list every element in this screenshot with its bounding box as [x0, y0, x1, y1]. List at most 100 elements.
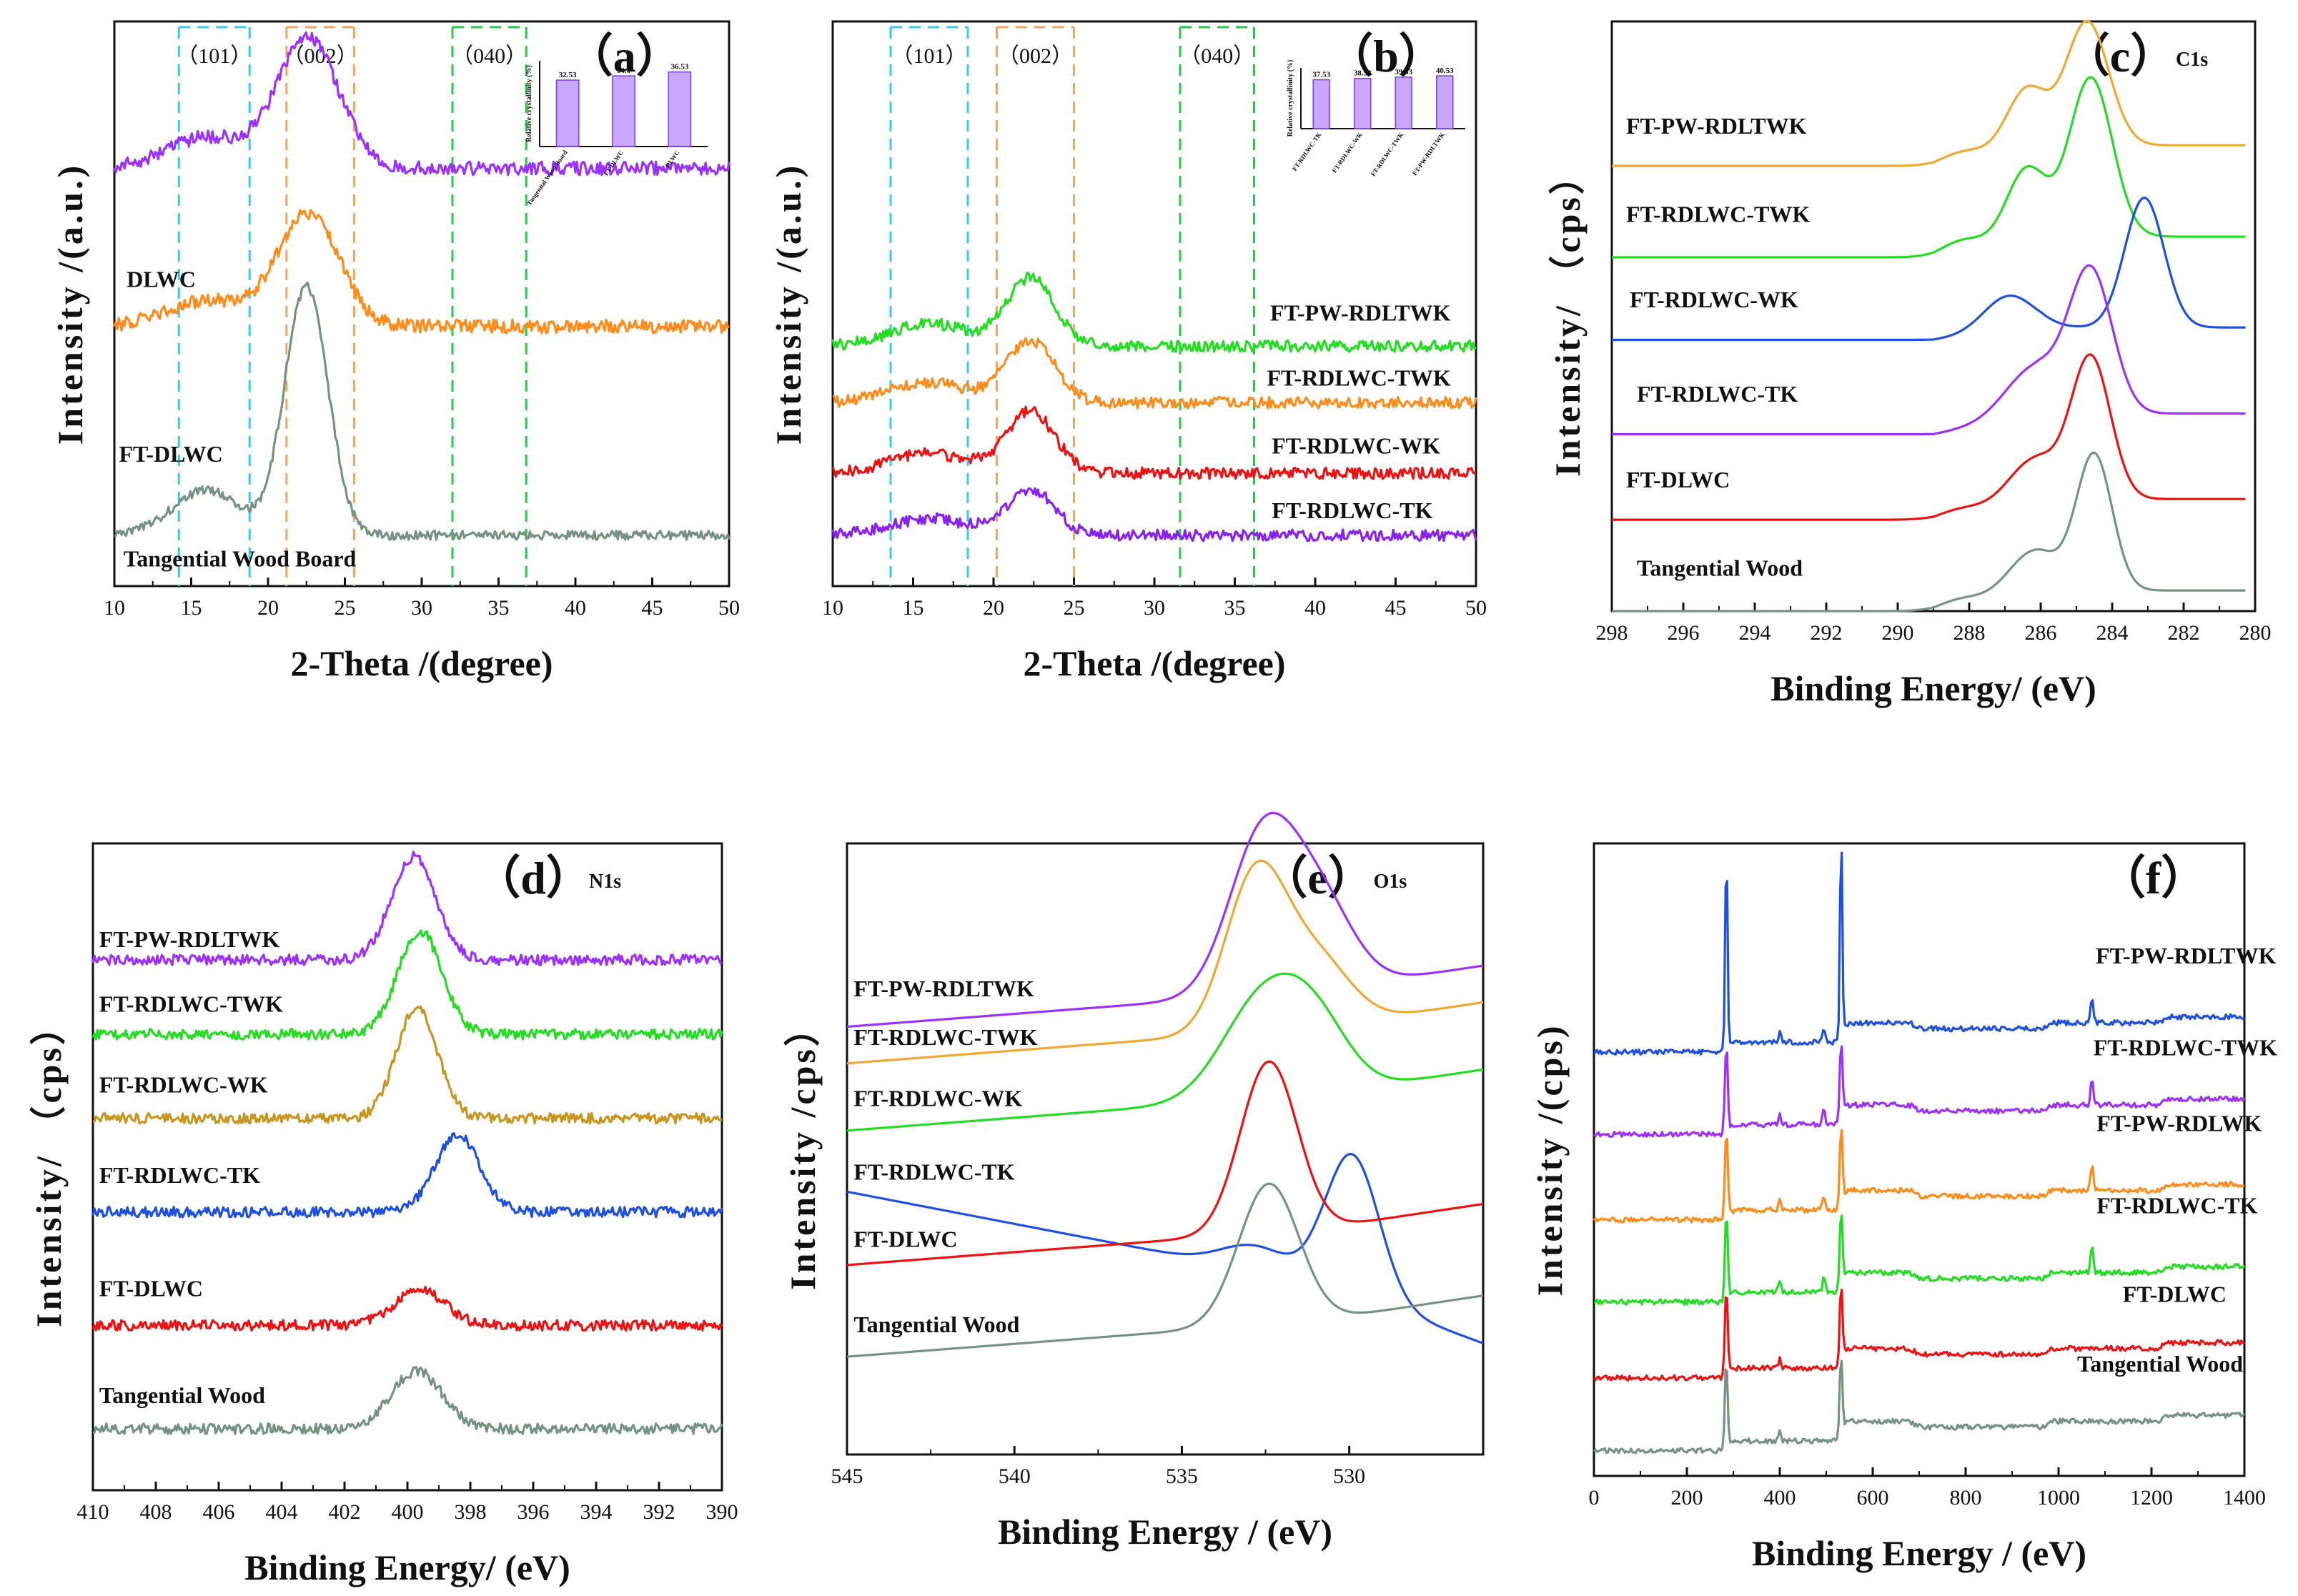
series-line [1612, 76, 2246, 259]
series-line [113, 209, 730, 334]
x-tick-label: 1400 [2223, 1486, 2266, 1510]
series-line [846, 859, 1484, 1065]
series-label: FT-RDLWC-TWK [1626, 202, 1810, 227]
region-label: （101） [892, 44, 967, 68]
series-label: FT-PW-RDLTWK [2096, 943, 2277, 968]
panel-c: 298 296 294 292 290 288 286 284 282 280 Binding En… [1547, 19, 2272, 708]
series-line [846, 1060, 1484, 1267]
series-label: FT-DLWC [119, 441, 222, 467]
series-label: Tangential Wood [2077, 1351, 2243, 1377]
x-tick-label: 20 [983, 596, 1004, 620]
x-tick-label: 280 [2239, 621, 2272, 645]
x-tick-label: 545 [831, 1464, 863, 1488]
panel-label: （b） [1327, 31, 1445, 81]
inset-y-label: Relative crystallinity (%) [525, 65, 533, 142]
series-line [1612, 19, 2246, 167]
inset-category-label: FT-RDLWC-TWK [1370, 131, 1405, 177]
x-tick-label: 408 [140, 1500, 172, 1524]
x-tick-label: 282 [2168, 621, 2200, 645]
panel-d: 410 408 406 404 402 400 398 396 394 392 390 Binding… [29, 842, 738, 1587]
x-tick-label: 396 [517, 1500, 550, 1524]
y-axis-label: Intensity /(a.u.) [50, 163, 90, 445]
series-line [846, 811, 1484, 1029]
inset-bar-value: 39.53 [1395, 68, 1412, 76]
series-line [1612, 353, 2246, 521]
x-tick-label: 410 [77, 1500, 109, 1524]
x-tick-label: 535 [1166, 1464, 1198, 1488]
series-line [1612, 264, 2246, 436]
plot-frame [1593, 842, 2246, 1477]
series-label: FT-RDLWC-WK [1272, 432, 1440, 458]
panel-a: 10 15 20 25 30 35 40 45 50 2-Theta /(degree) Inten… [50, 20, 740, 683]
series-label: FT-RDLWC-TK [853, 1159, 1014, 1184]
series-label: FT-DLWC [853, 1226, 957, 1251]
series-line [846, 1182, 1484, 1358]
series-label: FT-PW-RDLTWK [1270, 300, 1451, 326]
inset-bar-value: 40.53 [1436, 66, 1454, 75]
x-tick-label: 404 [266, 1500, 298, 1524]
series-line [92, 1366, 723, 1435]
spectrum-subtitle: N1s [589, 871, 621, 893]
series-label: Tangential Wood [99, 1382, 265, 1408]
inset-bar [1436, 75, 1454, 129]
series-label: FT-PW-RDLTWK [853, 976, 1034, 1001]
series-line [831, 405, 1476, 480]
series-label: FT-RDLWC-TK [2096, 1193, 2257, 1219]
panel-label: （e） [1262, 853, 1373, 903]
x-axis-label: 2-Theta /(degree) [290, 643, 553, 683]
x-tick-label: 292 [1811, 621, 1843, 645]
series-line [831, 487, 1477, 542]
y-axis-label: Intensity /(a.u.) [768, 163, 808, 445]
x-tick-label: 290 [1882, 621, 1914, 645]
x-tick-label: 30 [1144, 596, 1165, 620]
panel-label: （c） [2064, 31, 2176, 81]
x-tick-label: 40 [565, 596, 586, 620]
inset-bar-value: 37.53 [1312, 71, 1330, 79]
x-axis-label: Binding Energy/ (eV) [1770, 668, 2096, 708]
x-tick-label: 50 [718, 596, 740, 620]
x-axis-label: 2-Theta /(degree) [1023, 643, 1285, 683]
series-line [91, 1285, 723, 1332]
inset-bar [668, 71, 692, 147]
x-tick-label: 286 [2025, 621, 2057, 645]
x-tick-label: 298 [1596, 621, 1628, 645]
x-tick-label: 30 [411, 596, 432, 620]
series-line [91, 851, 723, 966]
series-label: FT-PW-RDLWK [2096, 1111, 2262, 1136]
x-axis-label: Binding Energy/ (eV) [244, 1547, 570, 1587]
inset-bar [555, 79, 580, 147]
region-label: （101） [177, 44, 252, 68]
series-label: DLWC [127, 266, 196, 292]
series-line [1593, 1288, 2245, 1382]
series-label: FT-RDLWC-TWK [853, 1024, 1037, 1050]
x-tick-label: 10 [822, 596, 843, 620]
series-line [1593, 1359, 2246, 1454]
x-tick-label: 398 [455, 1500, 487, 1524]
series-label: Tangential Wood [1637, 555, 1803, 581]
y-axis-label: Intensity /cps） [783, 1008, 823, 1290]
series-label: FT-RDLWC-TK [99, 1162, 260, 1188]
inset-bar-value: 32.53 [559, 71, 577, 79]
series-label: FT-DLWC [99, 1276, 203, 1302]
spectrum-subtitle: O1s [1374, 871, 1407, 893]
inset-bar-value: 38.53 [1354, 69, 1372, 78]
inset-bar [1354, 77, 1372, 129]
series-label: FT-PW-RDLTWK [1626, 113, 1807, 139]
x-tick-label: 35 [1224, 596, 1246, 620]
x-tick-label: 20 [257, 596, 279, 620]
x-tick-label: 0 [1589, 1486, 1600, 1510]
series-line [114, 281, 730, 541]
x-tick-label: 296 [1668, 621, 1700, 645]
x-axis-label: Binding Energy / (eV) [998, 1512, 1332, 1552]
series-line [846, 1152, 1484, 1344]
inset-y-label: Relative crystallinity (%) [1287, 60, 1294, 137]
region-label: （040） [452, 44, 527, 68]
inset-chart: Relative crystallinity (%) 32.53 Tangentia… [525, 61, 708, 207]
x-tick-label: 406 [203, 1500, 235, 1524]
x-tick-label: 288 [1953, 621, 1986, 645]
plot-frame [846, 842, 1485, 1456]
series-label: FT-RDLWC-TWK [2094, 1034, 2277, 1060]
panel-label: （d） [475, 853, 592, 903]
x-tick-label: 45 [642, 596, 663, 620]
